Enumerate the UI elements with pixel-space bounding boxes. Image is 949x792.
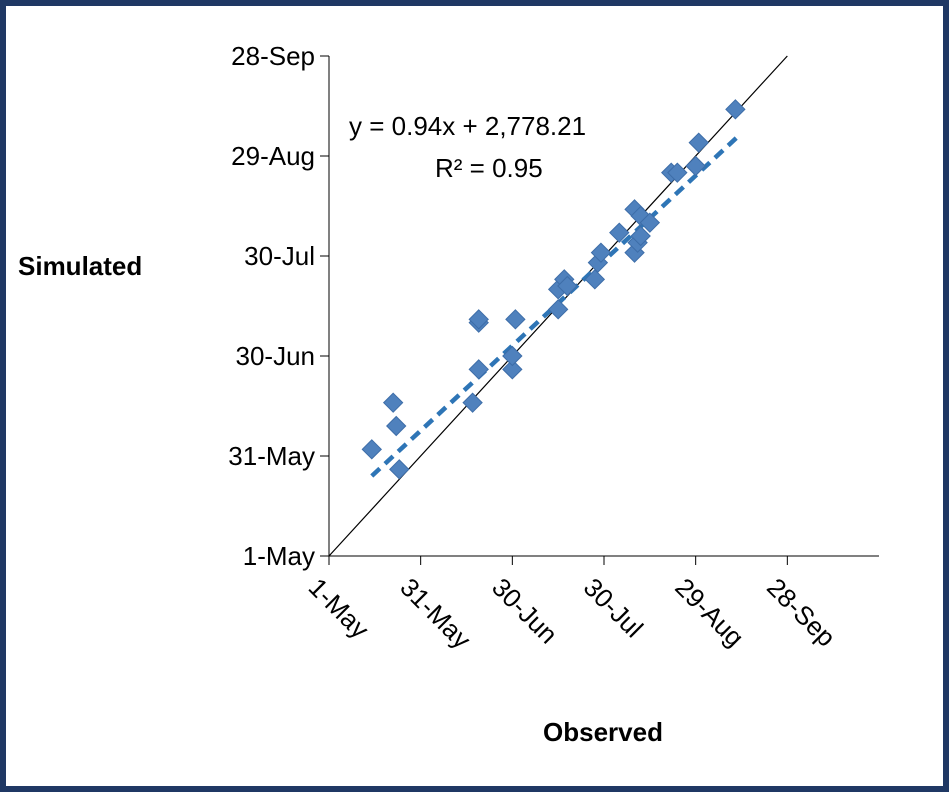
data-point xyxy=(547,299,569,320)
data-point xyxy=(502,345,523,367)
y-axis-title: Simulated xyxy=(18,251,142,281)
data-point xyxy=(630,225,651,247)
data-point xyxy=(502,359,523,380)
x-axis-title: Observed xyxy=(543,717,663,747)
data-point xyxy=(462,392,483,413)
y-tick-label: 29-Aug xyxy=(231,141,315,171)
y-tick-label: 30-Jun xyxy=(236,341,316,371)
data-point xyxy=(590,242,612,263)
x-tick-label: 31-May xyxy=(394,572,477,655)
data-point xyxy=(468,309,489,330)
data-point xyxy=(609,222,630,243)
data-point xyxy=(557,275,578,297)
x-tick-label: 30-Jun xyxy=(486,572,563,649)
y-tick-label: 28-Sep xyxy=(231,41,315,71)
r-squared-label: R² = 0.95 xyxy=(435,153,543,183)
x-tick-label: 29-Aug xyxy=(669,572,749,652)
data-point xyxy=(382,392,404,413)
y-tick-label: 30-Jul xyxy=(244,241,315,271)
data-point xyxy=(386,415,407,437)
data-point xyxy=(725,99,746,120)
data-point xyxy=(468,359,489,380)
x-tick-label: 28-Sep xyxy=(761,572,841,652)
data-point xyxy=(667,162,688,183)
equation-label: y = 0.94x + 2,778.21 xyxy=(349,111,586,141)
data-point xyxy=(505,309,526,330)
data-point xyxy=(639,212,661,233)
x-tick-label: 1-May xyxy=(303,572,375,644)
trendline xyxy=(370,134,740,478)
data-point xyxy=(389,459,410,480)
x-tick-label: 30-Jul xyxy=(578,572,649,643)
data-point xyxy=(584,269,606,290)
y-tick-label: 31-May xyxy=(228,441,315,471)
data-point xyxy=(361,439,382,460)
scatter-chart: 1-May31-May30-Jun30-Jul29-Aug28-Sep1-May… xyxy=(18,41,879,747)
data-point xyxy=(688,132,709,153)
data-point xyxy=(685,155,706,177)
y-tick-label: 1-May xyxy=(243,541,315,571)
